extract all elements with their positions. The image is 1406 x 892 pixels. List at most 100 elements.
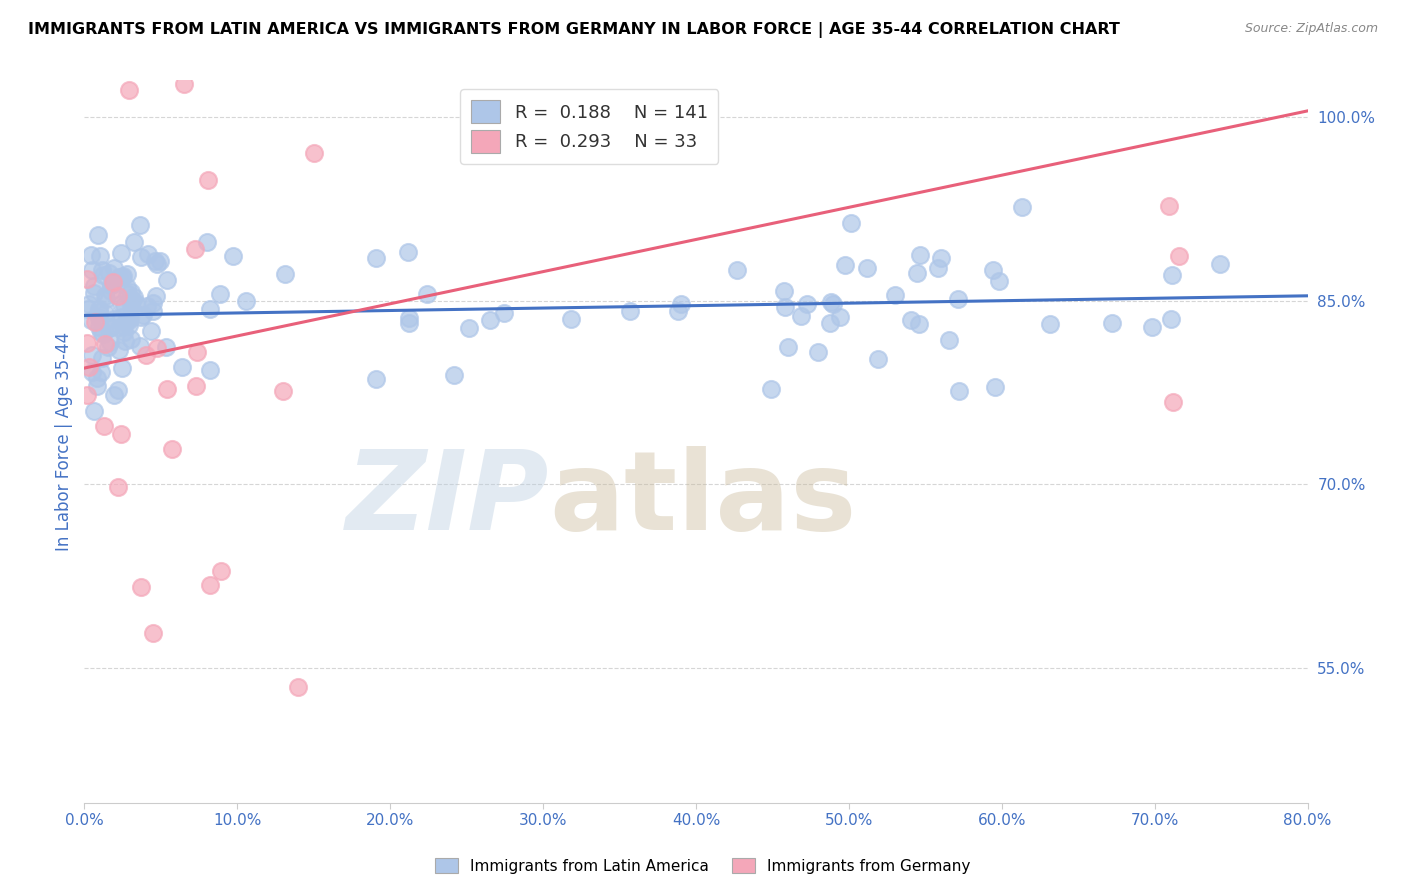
Point	[162, 442, 184, 457]
Point	[186, 344, 208, 359]
Point	[197, 235, 219, 250]
Point	[396, 244, 419, 259]
Point	[759, 383, 782, 397]
Point	[103, 260, 125, 275]
Point	[1161, 395, 1184, 409]
Point	[112, 318, 135, 333]
Point	[89, 311, 111, 326]
Point	[107, 269, 129, 284]
Point	[172, 359, 194, 374]
Point	[198, 301, 221, 316]
Point	[209, 564, 232, 578]
Point	[122, 235, 145, 249]
Point	[416, 287, 439, 301]
Point	[107, 479, 129, 493]
Point	[93, 418, 115, 433]
Point	[1167, 249, 1189, 263]
Point	[222, 249, 245, 263]
Point	[111, 269, 134, 284]
Text: atlas: atlas	[550, 446, 856, 553]
Point	[669, 297, 692, 311]
Point	[118, 313, 141, 327]
Point	[129, 580, 152, 594]
Point	[124, 290, 146, 304]
Point	[364, 252, 387, 266]
Point	[121, 293, 143, 308]
Point	[86, 371, 108, 385]
Point	[198, 362, 221, 376]
Point	[89, 320, 111, 334]
Point	[87, 301, 110, 316]
Point	[908, 317, 931, 331]
Point	[94, 306, 117, 320]
Point	[129, 310, 152, 324]
Point	[143, 254, 166, 268]
Point	[184, 242, 207, 256]
Point	[458, 321, 481, 335]
Point	[184, 14, 207, 29]
Point	[145, 288, 167, 302]
Point	[287, 681, 309, 695]
Point	[82, 365, 104, 379]
Point	[149, 253, 172, 268]
Point	[107, 343, 129, 358]
Point	[76, 388, 98, 402]
Point	[1011, 200, 1033, 214]
Point	[136, 300, 159, 314]
Point	[103, 312, 125, 326]
Point	[820, 295, 842, 310]
Point	[118, 318, 141, 333]
Point	[823, 297, 845, 311]
Legend: R =  0.188    N = 141, R =  0.293    N = 33: R = 0.188 N = 141, R = 0.293 N = 33	[460, 89, 718, 164]
Point	[987, 274, 1010, 288]
Point	[111, 361, 134, 376]
Text: Source: ZipAtlas.com: Source: ZipAtlas.com	[1244, 22, 1378, 36]
Point	[91, 351, 114, 365]
Point	[100, 284, 122, 298]
Point	[110, 319, 132, 334]
Point	[1160, 268, 1182, 283]
Point	[103, 275, 125, 289]
Point	[948, 292, 970, 306]
Point	[112, 325, 135, 339]
Point	[927, 261, 949, 276]
Point	[910, 248, 932, 262]
Point	[398, 316, 420, 330]
Point	[89, 249, 111, 263]
Point	[91, 268, 114, 282]
Point	[89, 305, 111, 319]
Point	[120, 285, 142, 300]
Point	[107, 383, 129, 397]
Point	[117, 268, 139, 282]
Point	[86, 379, 108, 393]
Point	[128, 219, 150, 233]
Point	[90, 365, 112, 379]
Point	[807, 344, 830, 359]
Point	[146, 257, 169, 271]
Point	[80, 247, 103, 261]
Point	[984, 380, 1007, 394]
Point	[796, 297, 818, 311]
Point	[103, 388, 125, 402]
Point	[80, 263, 103, 277]
Point	[114, 334, 136, 348]
Point	[142, 303, 165, 318]
Point	[868, 352, 890, 367]
Point	[855, 261, 877, 276]
Point	[94, 337, 117, 351]
Point	[97, 341, 120, 355]
Point	[112, 297, 135, 311]
Point	[790, 309, 813, 323]
Point	[200, 577, 222, 591]
Point	[80, 312, 103, 326]
Text: ZIP: ZIP	[346, 446, 550, 553]
Point	[1140, 320, 1163, 334]
Point	[271, 384, 294, 398]
Point	[82, 348, 104, 362]
Point	[128, 339, 150, 353]
Point	[76, 272, 98, 286]
Point	[100, 319, 122, 334]
Point	[235, 293, 257, 308]
Point	[111, 310, 134, 324]
Point	[1039, 318, 1062, 332]
